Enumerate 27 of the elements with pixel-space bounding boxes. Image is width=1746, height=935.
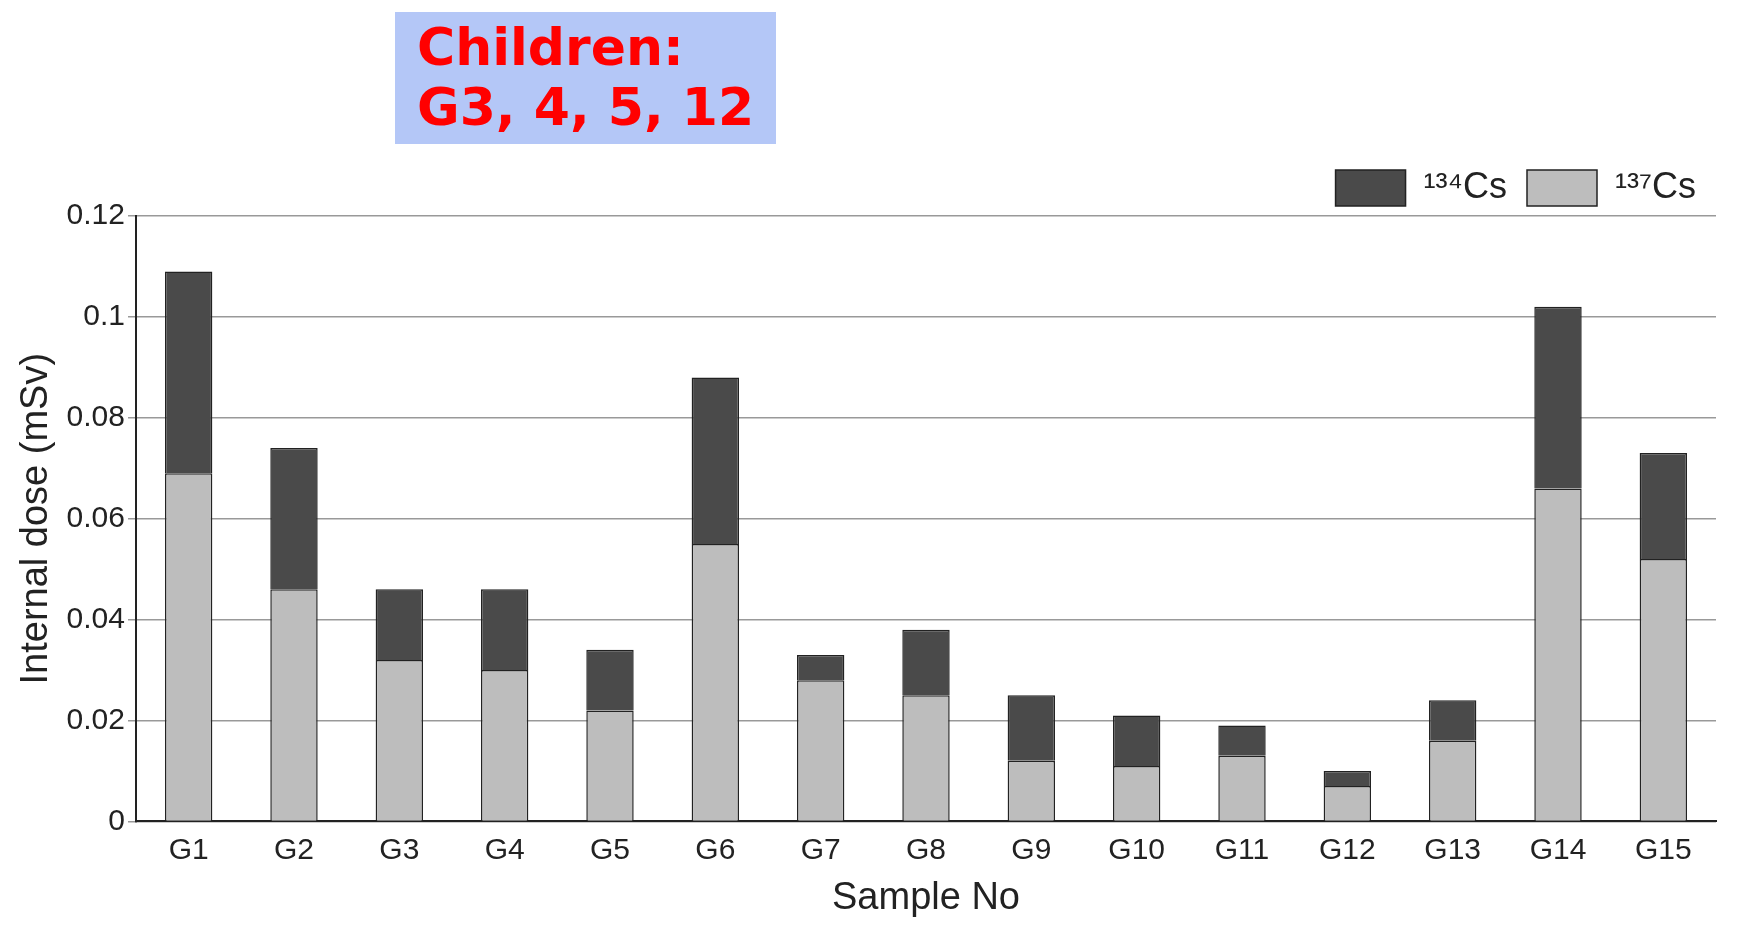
- x-tick-label: G7: [800, 831, 841, 865]
- y-tick-label: 0.02: [66, 701, 125, 735]
- y-tick-label: 0.08: [66, 399, 125, 433]
- x-axis-title: Sample No: [832, 874, 1020, 917]
- y-tick-label: 0.1: [83, 298, 125, 332]
- x-tick-label: G1: [168, 831, 209, 865]
- x-tick-label: G10: [1108, 831, 1166, 865]
- x-tick-label: G15: [1634, 831, 1692, 865]
- y-axis-title: Internal dose (mSv): [13, 352, 56, 685]
- x-tick-label: G9: [1011, 831, 1052, 865]
- x-tick-label: G14: [1529, 831, 1587, 865]
- x-tick-label: G5: [589, 831, 631, 865]
- x-tick-label: G6: [695, 831, 736, 865]
- y-tick-label: 0.06: [66, 499, 125, 533]
- x-tick-label: G3: [379, 831, 420, 865]
- text: Children: G3, 4, 5, 12: [395, 12, 777, 144]
- y-tick-label: 0.04: [66, 600, 125, 634]
- x-tick-label: G4: [484, 831, 525, 865]
- x-tick-label: G8: [905, 831, 947, 865]
- legend-label: ¹³⁷Cs: [1615, 164, 1696, 206]
- x-tick-label: G12: [1318, 831, 1376, 865]
- y-tick-label: 0.12: [66, 197, 125, 231]
- legend-label: ¹³⁴Cs: [1423, 164, 1508, 206]
- x-tick-label: G13: [1424, 831, 1482, 865]
- y-tick-label: 0: [108, 802, 125, 836]
- x-tick-label: G11: [1214, 831, 1270, 865]
- x-tick-label: G2: [273, 831, 315, 865]
